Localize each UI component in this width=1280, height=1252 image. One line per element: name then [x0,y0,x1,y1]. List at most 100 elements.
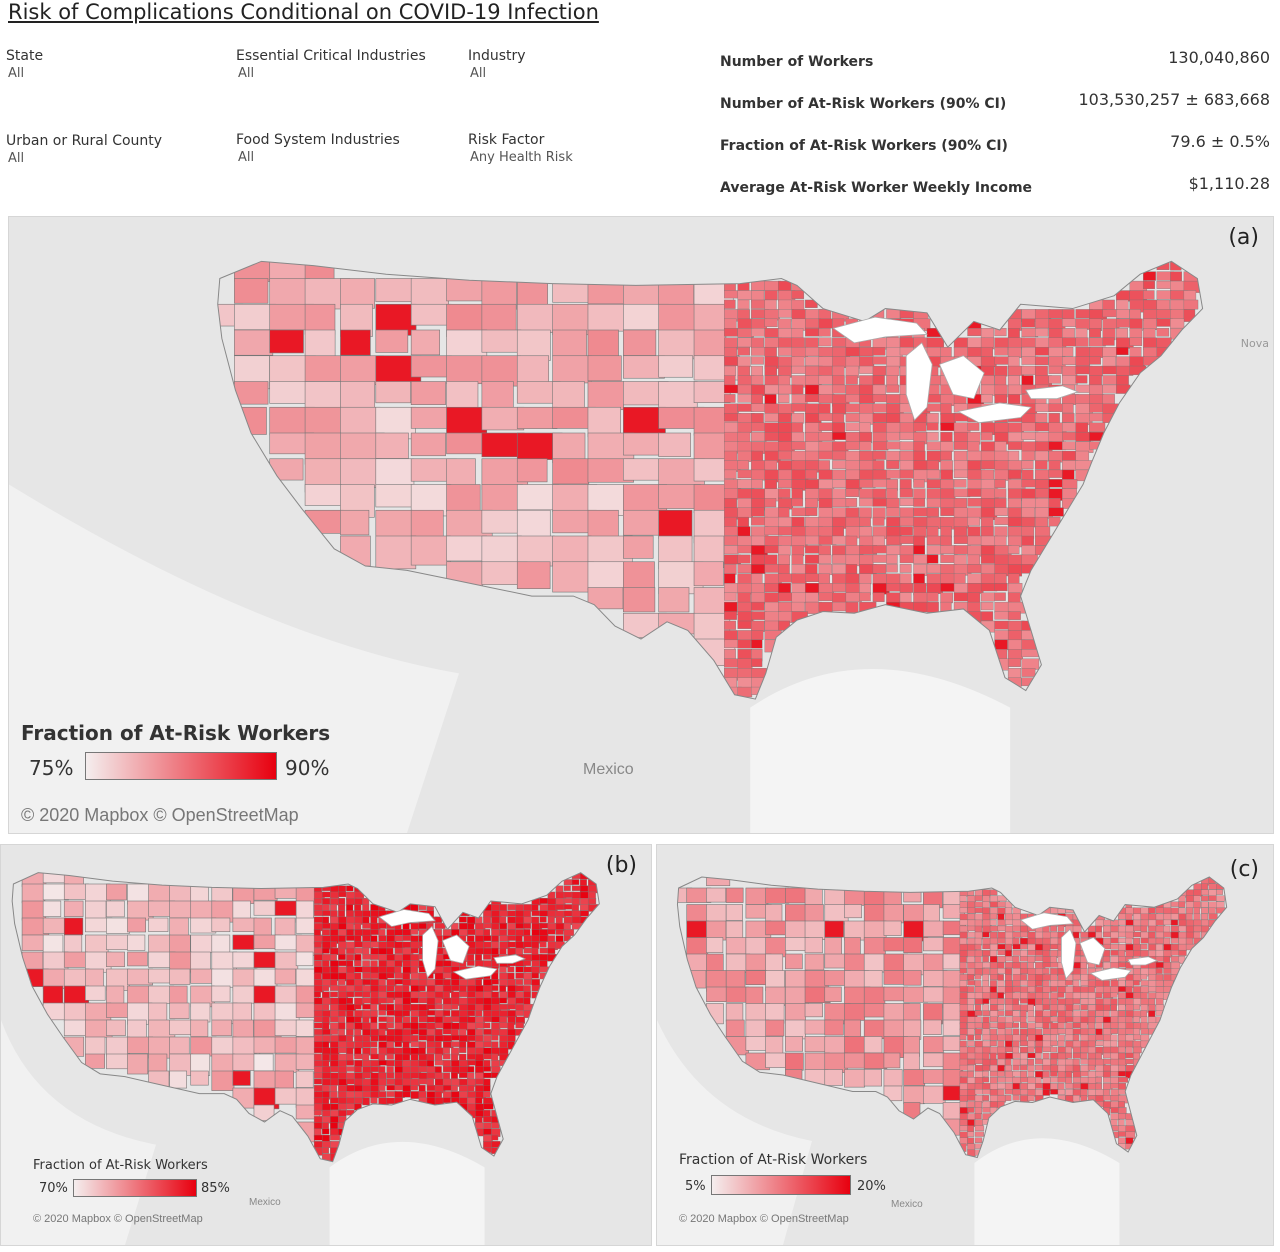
county-cell[interactable] [386,1016,395,1023]
county-cell[interactable] [967,564,982,574]
county-cell[interactable] [818,564,833,576]
county-cell[interactable] [658,329,695,359]
county-cell[interactable] [1143,271,1156,281]
county-cell[interactable] [386,1097,397,1104]
county-cell[interactable] [967,422,980,431]
county-cell[interactable] [899,526,913,536]
county-cell[interactable] [386,1053,394,1060]
county-cell[interactable] [295,1087,317,1108]
county-cell[interactable] [818,413,834,422]
county-cell[interactable] [338,904,346,912]
county-cell[interactable] [211,883,233,902]
county-cell[interactable] [693,303,725,333]
county-cell[interactable] [994,394,1008,404]
county-cell[interactable] [1050,998,1058,1006]
county-cell[interactable] [1201,901,1209,908]
county-cell[interactable] [1048,431,1064,444]
county-cell[interactable] [832,545,846,557]
county-cell[interactable] [1021,639,1037,650]
county-cell[interactable] [751,620,765,632]
county-cell[interactable] [362,1016,370,1024]
county-cell[interactable] [765,920,788,936]
county-cell[interactable] [426,1035,435,1042]
county-cell[interactable] [354,960,362,967]
county-cell[interactable] [883,970,905,985]
county-cell[interactable] [1080,1034,1090,1042]
county-cell[interactable] [845,441,860,450]
county-cell[interactable] [1178,937,1187,946]
county-cell[interactable] [824,1069,843,1086]
county-cell[interactable] [926,337,944,348]
county-cell[interactable] [418,1028,428,1036]
county-cell[interactable] [354,935,362,943]
county-cell[interactable] [959,1095,968,1102]
county-cell[interactable] [378,1060,388,1066]
county-cell[interactable] [764,328,780,338]
county-cell[interactable] [974,1022,983,1029]
county-cell[interactable] [1004,1064,1012,1072]
county-cell[interactable] [982,1095,990,1101]
county-cell[interactable] [623,561,655,591]
county-cell[interactable] [211,917,231,933]
county-cell[interactable] [338,1047,348,1054]
county-cell[interactable] [805,469,818,480]
county-cell[interactable] [1125,913,1133,921]
county-cell[interactable] [1102,1028,1112,1036]
county-cell[interactable] [751,450,764,462]
county-cell[interactable] [913,526,927,538]
county-cell[interactable] [491,1122,500,1129]
county-cell[interactable] [1208,913,1218,920]
county-cell[interactable] [832,469,846,480]
county-cell[interactable] [1155,937,1164,945]
county-cell[interactable] [304,303,336,335]
county-cell[interactable] [1140,925,1148,932]
county-cell[interactable] [791,498,804,507]
county-cell[interactable] [903,1102,921,1121]
county-cell[interactable] [442,1003,453,1010]
county-cell[interactable] [805,507,818,516]
filter-value[interactable]: Any Health Risk [470,150,573,165]
county-cell[interactable] [1050,1083,1058,1091]
county-cell[interactable] [886,469,902,479]
county-cell[interactable] [940,545,957,555]
county-cell[interactable] [491,1028,501,1036]
county-cell[interactable] [1035,1052,1042,1059]
county-cell[interactable] [994,346,1009,356]
county-cell[interactable] [1143,280,1155,290]
county-cell[interactable] [1021,677,1036,687]
county-cell[interactable] [1216,883,1225,890]
county-cell[interactable] [370,1066,379,1073]
county-cell[interactable] [516,509,551,540]
county-cell[interactable] [832,384,846,394]
county-cell[interactable] [791,592,808,604]
county-cell[interactable] [997,913,1005,921]
county-cell[interactable] [886,460,900,469]
county-cell[interactable] [974,1101,983,1109]
county-cell[interactable] [481,535,522,565]
county-cell[interactable] [491,997,500,1005]
county-cell[interactable] [148,1070,170,1091]
county-cell[interactable] [785,1003,806,1023]
county-cell[interactable] [903,1069,926,1086]
county-cell[interactable] [1062,450,1077,461]
county-cell[interactable] [410,355,452,378]
county-cell[interactable] [169,1019,193,1036]
county-cell[interactable] [1065,1070,1073,1079]
county-cell[interactable] [418,979,428,987]
county-cell[interactable] [1110,1028,1118,1034]
county-cell[interactable] [295,1019,315,1037]
county-cell[interactable] [1042,1004,1050,1011]
county-cell[interactable] [923,1036,944,1053]
county-cell[interactable] [483,929,491,936]
county-cell[interactable] [824,920,844,938]
county-cell[interactable] [169,1002,190,1019]
county-cell[interactable] [974,980,982,987]
county-cell[interactable] [378,922,387,929]
county-cell[interactable] [967,1083,976,1090]
county-cell[interactable] [579,885,589,892]
county-cell[interactable] [362,966,372,973]
county-cell[interactable] [418,985,426,992]
county-cell[interactable] [1193,913,1201,921]
county-cell[interactable] [967,328,982,337]
county-cell[interactable] [1062,479,1078,489]
